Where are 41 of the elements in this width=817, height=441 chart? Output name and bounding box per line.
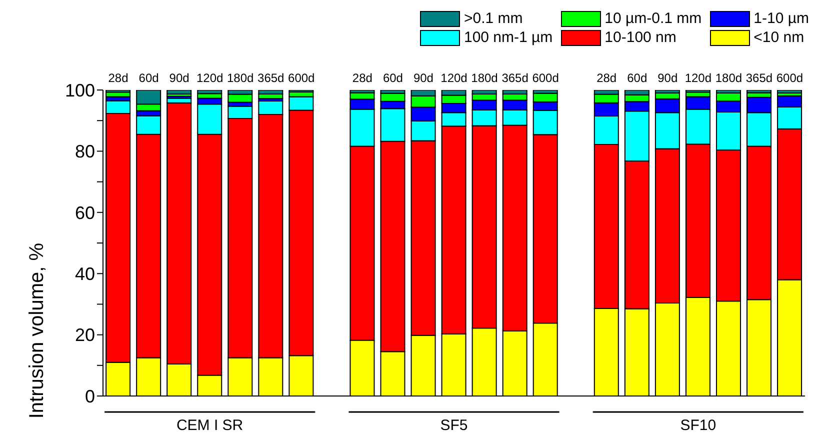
y-tick-label: 80 [74,142,95,162]
x-tick-label: 60d [382,71,403,85]
y-tick-label: 40 [74,264,95,284]
legend-label: 10-100 nm [604,29,676,46]
text: SF5 [440,417,468,434]
x-tick-label: 28d [352,71,372,85]
x-tick-label: 180d [471,71,498,85]
legend-label: 10 µm-0.1 mm [604,10,702,27]
x-tick-label: 180d [226,71,254,85]
y-tick-label: 100 [64,80,95,100]
y-tick-label: 0 [84,386,95,406]
x-tick-label: 60d [627,71,648,85]
x-tick-label: 120d [196,71,224,85]
x-tick-label: 180d [715,71,742,85]
x-tick-label: 365d [502,71,528,85]
bar [685,90,710,93]
x-tick-label: 60d [138,71,159,85]
legend-label: <10 nm [754,29,804,46]
text: CEM I SR [176,417,244,434]
x-tick-label: 28d [596,71,617,85]
x-tick-label: 120d [684,71,712,85]
x-tick-label: 600d [288,71,315,85]
text: SF10 [680,417,716,434]
x-tick-label: 365d [258,71,284,85]
legend-label: >0.1 mm [464,10,523,27]
x-tick-label: 600d [532,71,559,85]
y-tick-label: 20 [74,325,95,346]
legend-label: 1-10 µm [754,10,809,27]
legend-label: 100 nm-1 µm [464,29,553,46]
bar [166,90,192,94]
x-tick-label: 365d [746,71,773,85]
x-tick-label: 90d [169,71,190,85]
bar [777,90,802,94]
x-tick-label: 600d [776,71,804,85]
bar [106,90,131,93]
y-axis-title: Intrusion volume, % [26,242,48,419]
x-tick-label: 90d [658,71,678,85]
x-tick-label: 28d [108,71,128,85]
y-tick-label: 60 [74,202,95,223]
x-tick-label: 120d [440,71,468,85]
x-tick-label: 90d [413,71,434,85]
